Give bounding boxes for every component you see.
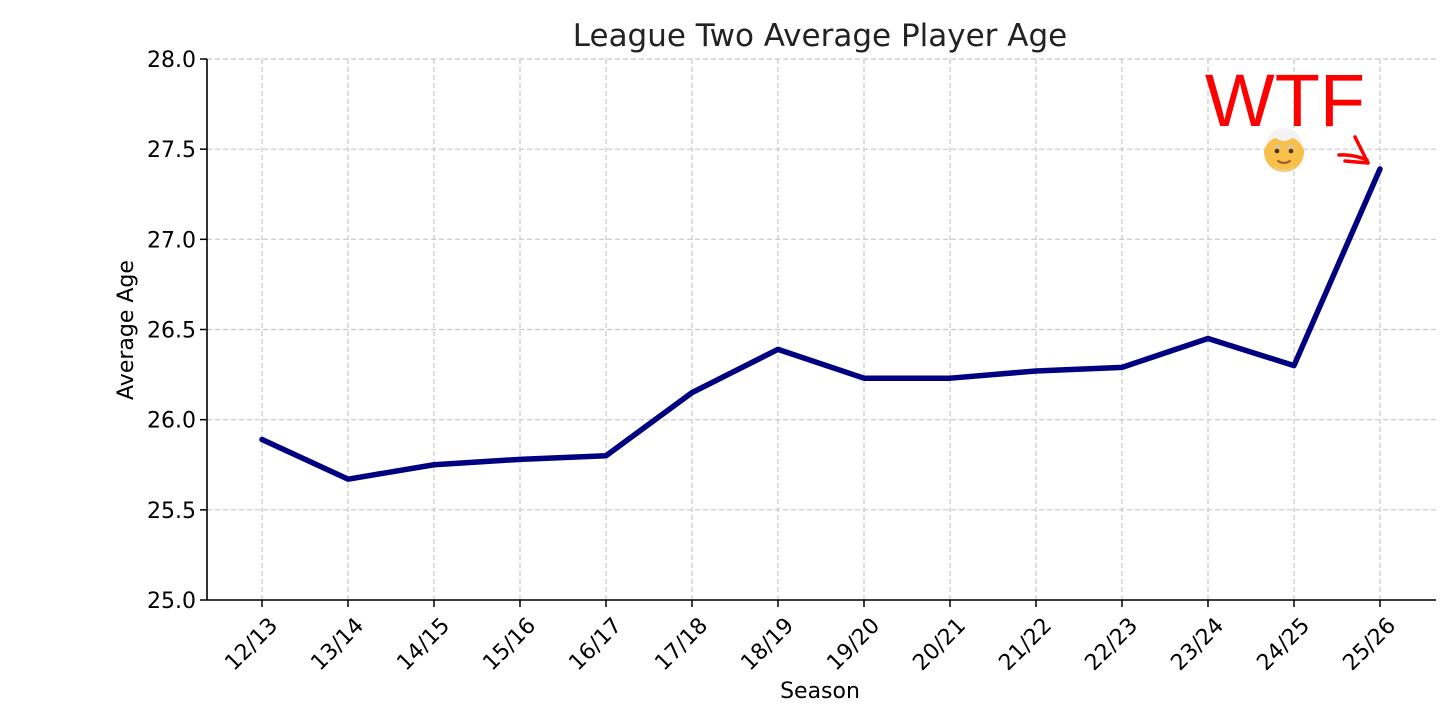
x-tick-label: 21/22 xyxy=(994,613,1057,676)
y-tick-label: 25.0 xyxy=(147,589,196,614)
y-tick-label: 27.5 xyxy=(147,138,196,163)
x-tick-label: 18/19 xyxy=(736,613,799,676)
x-tick-label: 13/14 xyxy=(306,613,369,676)
y-axis-title: Average Age xyxy=(114,260,139,400)
x-tick-label: 25/26 xyxy=(1338,613,1401,676)
x-tick-label: 20/21 xyxy=(908,613,971,676)
y-tick-label: 26.0 xyxy=(147,409,196,434)
y-tick-label: 25.5 xyxy=(147,499,196,524)
y-tick-label: 26.5 xyxy=(147,319,196,344)
x-axis-title: Season xyxy=(780,679,860,704)
older-man-emoji xyxy=(1264,128,1304,172)
series xyxy=(259,166,1383,482)
y-axis-ticks: 25.0 25.5 26.0 26.5 27.0 27.5 28.0 xyxy=(147,48,207,614)
y-tick-label: 27.0 xyxy=(147,228,196,253)
annotation: WTF xyxy=(1205,59,1370,172)
x-tick-label: 22/23 xyxy=(1080,613,1143,676)
series-line xyxy=(259,166,1383,482)
chart-title: League Two Average Player Age xyxy=(573,18,1067,54)
x-axis-ticks: 12/13 13/14 14/15 15/16 16/17 17/18 18/19 19/20… xyxy=(220,600,1401,676)
annotation-arrow xyxy=(1337,135,1370,165)
x-tick-label: 24/25 xyxy=(1252,613,1315,676)
x-tick-label: 12/13 xyxy=(220,613,283,676)
x-tick-label: 23/24 xyxy=(1166,613,1229,676)
x-tick-label: 14/15 xyxy=(392,613,455,676)
x-tick-label: 15/16 xyxy=(478,613,541,676)
y-tick-label: 28.0 xyxy=(147,48,196,73)
x-tick-label: 16/17 xyxy=(564,613,627,676)
x-tick-label: 19/20 xyxy=(822,613,885,676)
x-tick-label: 17/18 xyxy=(650,613,713,676)
